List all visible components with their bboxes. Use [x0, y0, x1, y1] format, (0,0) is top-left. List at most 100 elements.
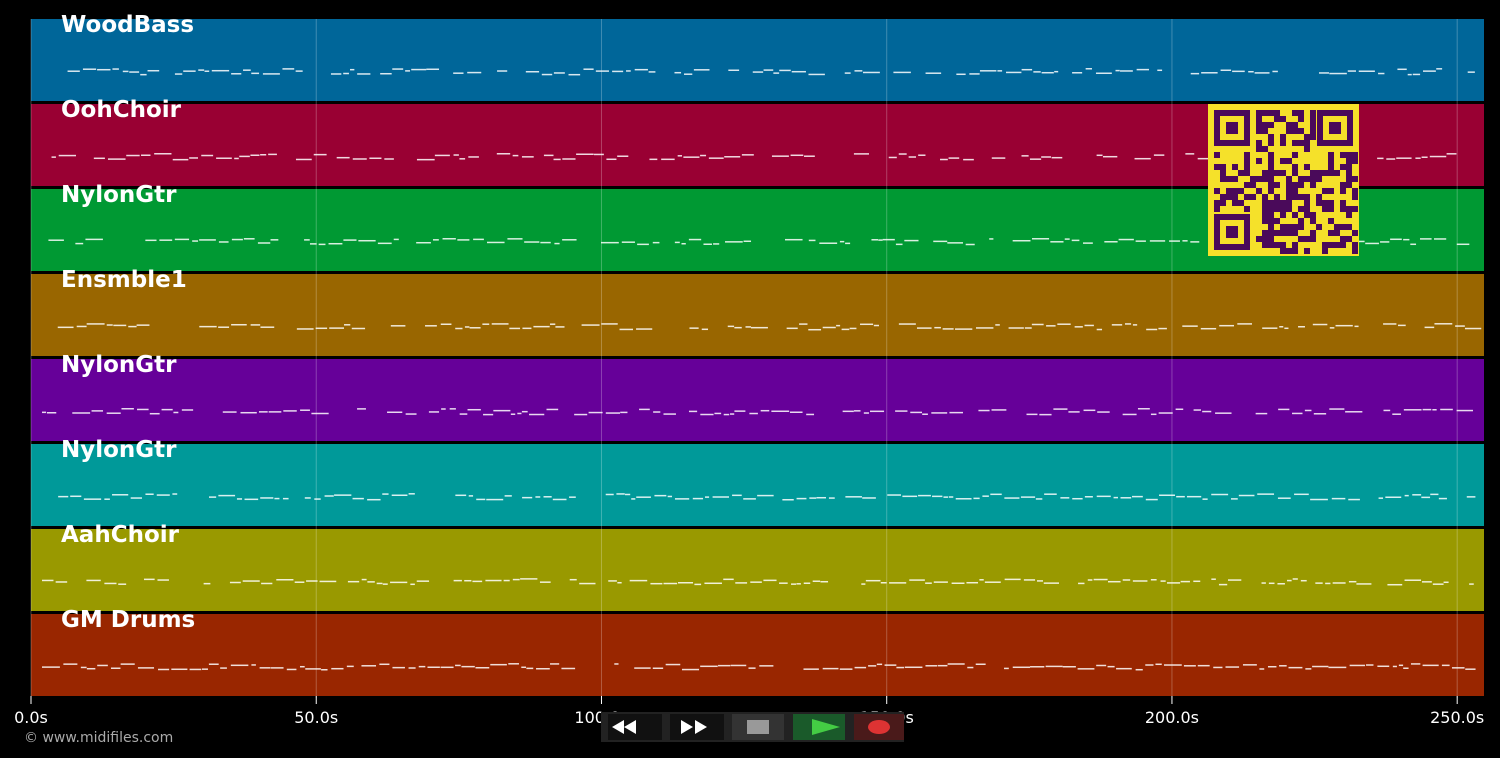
note — [689, 327, 699, 329]
note — [663, 413, 676, 415]
note — [1072, 72, 1083, 74]
record-button[interactable] — [854, 714, 904, 740]
note — [727, 325, 735, 328]
note — [390, 325, 406, 327]
note — [1464, 327, 1482, 330]
note — [878, 239, 883, 241]
note — [978, 409, 990, 412]
qr-module — [1256, 146, 1262, 152]
qr-module — [1244, 194, 1250, 200]
stop-button[interactable] — [732, 714, 784, 740]
note — [369, 157, 382, 160]
note — [543, 154, 554, 157]
qr-module — [1298, 128, 1304, 134]
qr-module — [1280, 116, 1286, 122]
note — [440, 323, 452, 325]
note — [757, 494, 774, 497]
note — [467, 408, 481, 411]
qr-module — [1334, 170, 1340, 176]
note — [1257, 493, 1275, 495]
note — [391, 494, 408, 497]
note — [106, 412, 121, 414]
qr-module — [1274, 242, 1280, 248]
note — [299, 665, 305, 668]
note — [468, 156, 479, 158]
note — [376, 582, 383, 585]
note — [790, 154, 804, 157]
note — [189, 157, 198, 159]
note — [1434, 238, 1447, 240]
note — [540, 241, 551, 244]
note — [624, 493, 631, 496]
rewind-button[interactable] — [608, 714, 662, 740]
note — [1312, 323, 1328, 326]
note — [1378, 72, 1385, 75]
note — [991, 157, 1006, 159]
note — [1036, 580, 1043, 582]
note — [1365, 242, 1379, 245]
qr-module — [1244, 158, 1250, 164]
note — [888, 156, 897, 159]
note — [250, 324, 261, 326]
note — [555, 326, 565, 328]
note — [1440, 408, 1453, 411]
note — [122, 70, 129, 73]
track-name: NylonGtr — [61, 352, 177, 378]
note — [283, 410, 297, 412]
note — [1041, 156, 1052, 158]
qr-module — [1262, 218, 1268, 224]
note — [1469, 583, 1474, 585]
note — [1242, 664, 1257, 666]
note — [183, 70, 196, 72]
note — [459, 158, 466, 160]
qr-module — [1268, 188, 1274, 194]
note — [208, 663, 219, 665]
qr-module — [1310, 110, 1316, 116]
note — [1378, 497, 1384, 499]
note — [808, 73, 825, 76]
note — [809, 497, 817, 499]
note — [674, 71, 682, 74]
play-button[interactable] — [793, 714, 845, 740]
note — [665, 663, 681, 666]
note — [550, 323, 556, 325]
note — [904, 666, 923, 669]
note — [198, 69, 205, 71]
qr-module — [1280, 158, 1286, 164]
note — [459, 413, 468, 415]
note — [1213, 666, 1223, 669]
qr-module — [1220, 176, 1226, 182]
note — [593, 153, 604, 156]
note — [712, 496, 730, 498]
qr-module — [1268, 110, 1274, 116]
note — [1064, 238, 1070, 240]
note — [1113, 496, 1118, 499]
qr-module — [1346, 170, 1352, 176]
note — [282, 497, 289, 500]
qr-module — [1256, 188, 1262, 194]
note — [201, 154, 214, 157]
qr-module — [1256, 122, 1262, 128]
qr-module — [1244, 182, 1250, 188]
note — [979, 579, 984, 581]
note — [392, 666, 405, 669]
note — [1348, 498, 1360, 501]
note — [346, 665, 354, 668]
qr-module — [1340, 182, 1346, 188]
note — [1377, 157, 1384, 160]
note — [410, 583, 415, 586]
note — [113, 324, 127, 327]
note — [1097, 411, 1110, 413]
note — [854, 70, 863, 72]
note — [270, 239, 279, 241]
qr-module — [1286, 188, 1292, 194]
forward-button[interactable] — [670, 714, 724, 740]
note — [1137, 408, 1150, 410]
note — [434, 154, 450, 157]
note — [1136, 68, 1149, 71]
tick-label: 50.0s — [294, 708, 338, 727]
note — [428, 411, 440, 413]
note — [367, 498, 381, 501]
note — [639, 408, 650, 411]
qr-module — [1328, 188, 1334, 194]
